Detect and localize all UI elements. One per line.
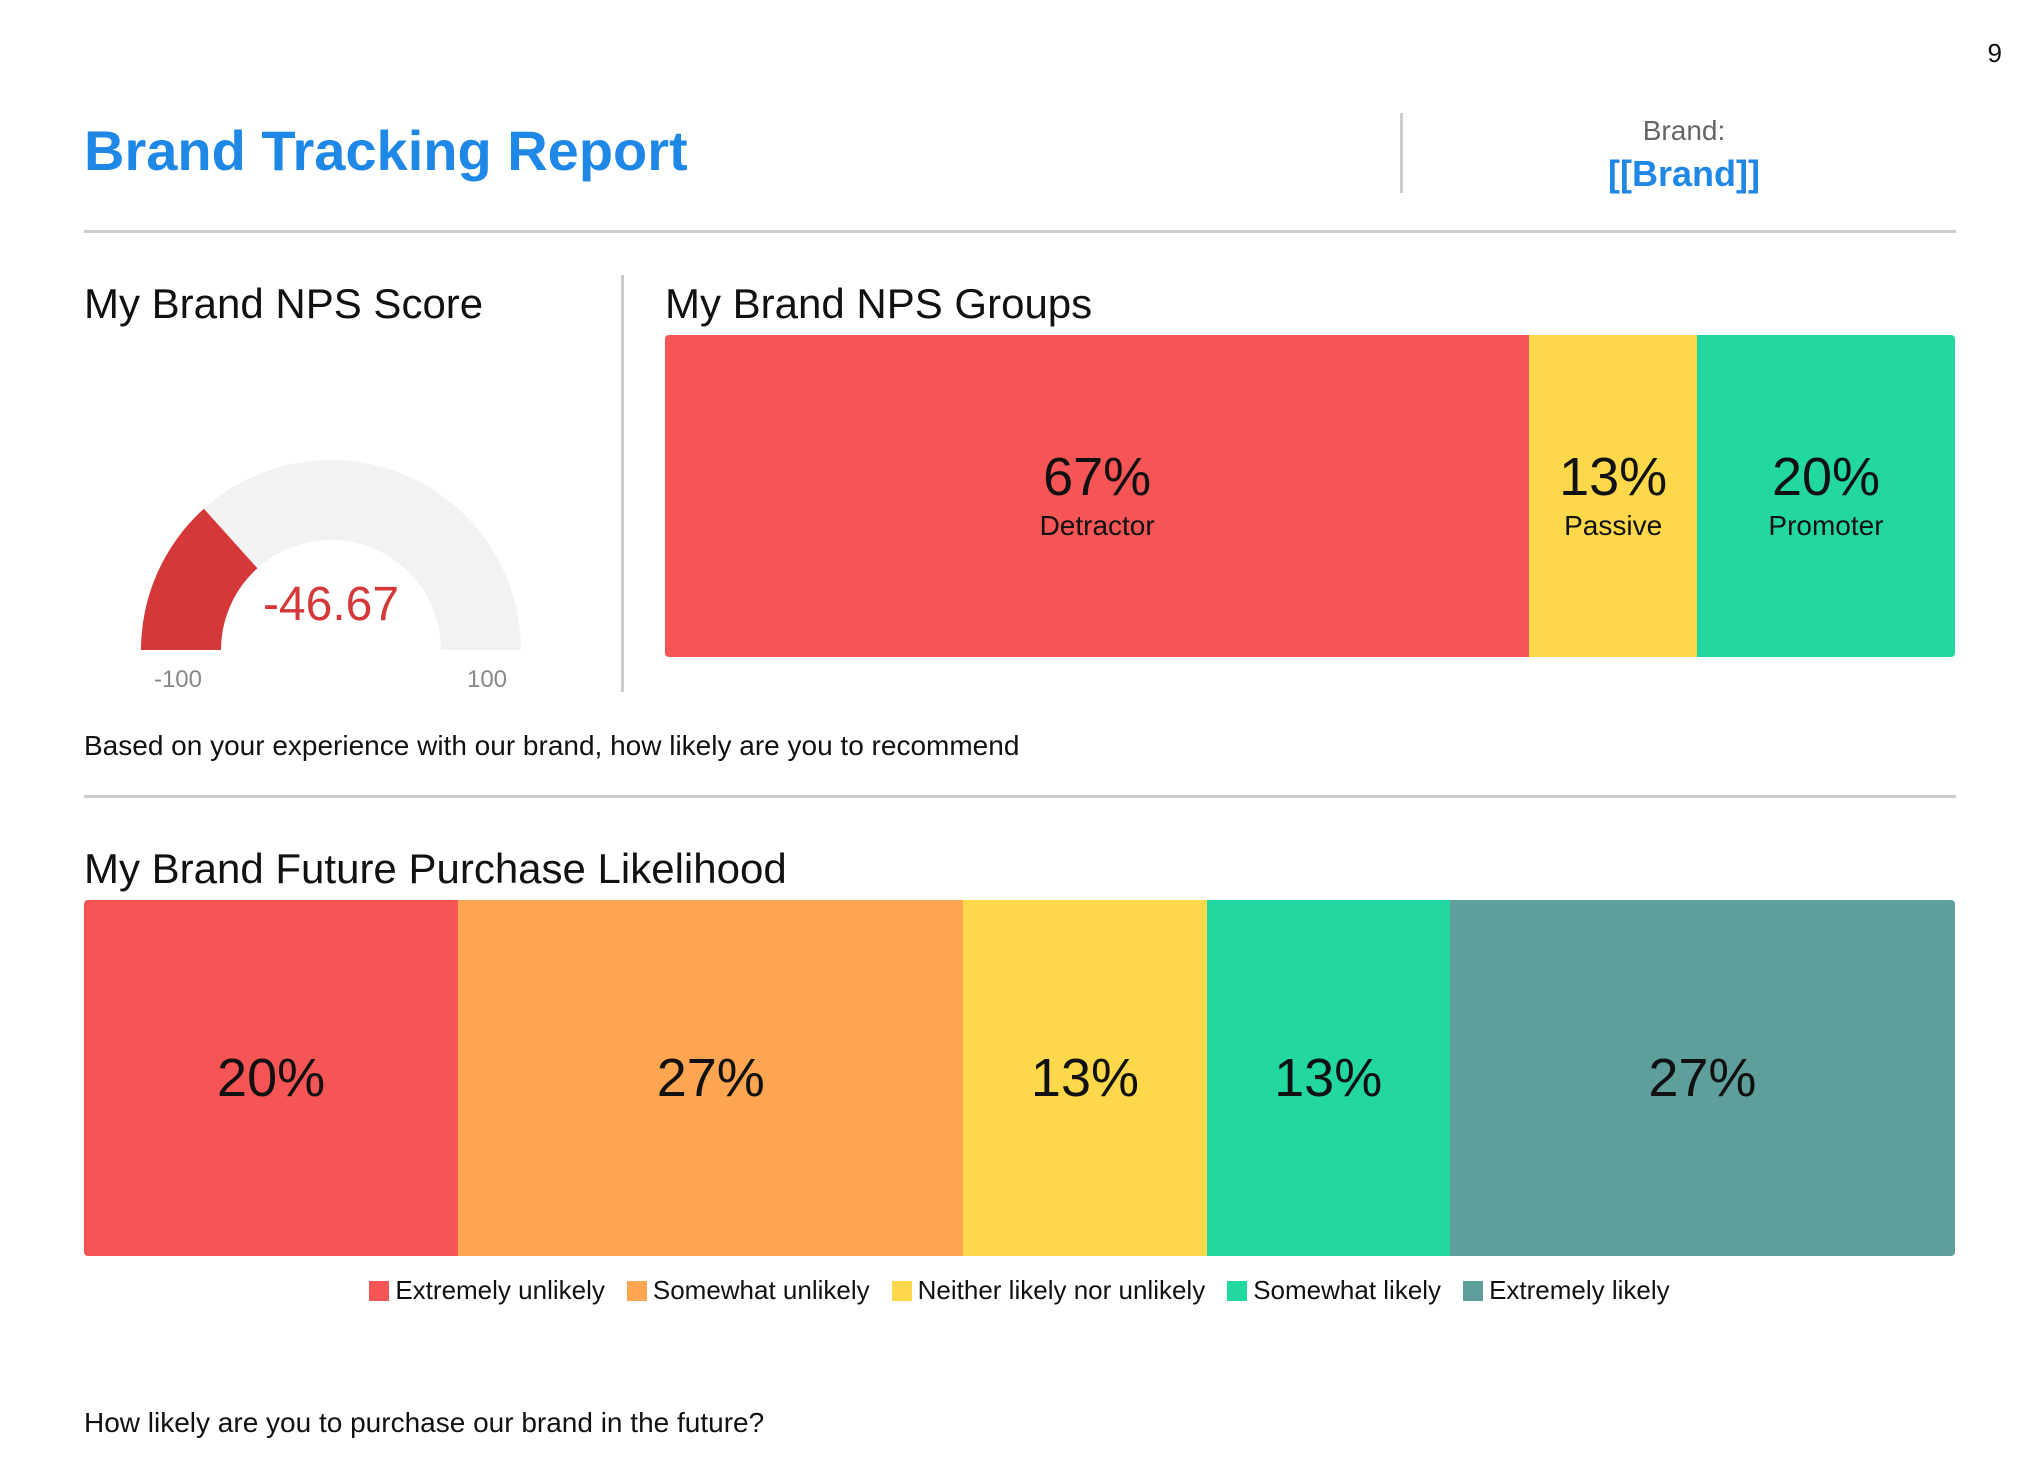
purchase-bar-segment-0: 20% xyxy=(84,900,459,1256)
nps-bar-value-label-1: 13% xyxy=(1559,447,1668,507)
purchase-bar-segment-4: 27% xyxy=(1449,900,1955,1256)
gauge-max-label: 100 xyxy=(467,666,507,693)
gauge-track xyxy=(141,460,521,650)
legend-swatch-2 xyxy=(891,1280,912,1301)
purchase-legend: Extremely unlikely Somewhat unlikely Neith… xyxy=(84,1275,1955,1306)
legend-item-0: Extremely unlikely xyxy=(369,1275,605,1306)
legend-label-0: Extremely unlikely xyxy=(395,1275,605,1305)
gauge-min-label: -100 xyxy=(154,666,202,693)
section-divider xyxy=(621,275,624,692)
brand-label: Brand: xyxy=(1642,115,1726,146)
nps-bar-segment-2: 20% Promoter xyxy=(1696,335,1955,657)
nps-bar-value-label-2: 20% xyxy=(1771,447,1881,507)
nps-bar-category-label-1: Passive xyxy=(1564,510,1663,541)
purchase-title: My Brand Future Purchase Likelihood xyxy=(84,845,787,892)
nps-gauge: -46.67 -100 100 xyxy=(141,460,521,693)
legend-item-4: Extremely likely xyxy=(1463,1275,1670,1306)
section-rule xyxy=(84,795,1956,798)
nps-bar-category-label-2: Promoter xyxy=(1768,510,1884,541)
nps-bar-category-label-0: Detractor xyxy=(1039,510,1155,541)
brand-value: [[Brand]] xyxy=(1608,153,1760,194)
nps-groups-title: My Brand NPS Groups xyxy=(665,280,1093,327)
purchase-bar-segment-1: 27% xyxy=(458,900,964,1256)
purchase-question: How likely are you to purchase our brand… xyxy=(84,1407,765,1438)
nps-score-title: My Brand NPS Score xyxy=(84,280,484,327)
nps-question: Based on your experience with our brand,… xyxy=(84,730,1020,761)
purchase-bar-value-label-1: 27% xyxy=(656,1048,765,1108)
legend-label-3: Somewhat likely xyxy=(1253,1275,1442,1305)
legend-item-3: Somewhat likely xyxy=(1227,1275,1441,1306)
nps-bar-segment-1: 13% Passive xyxy=(1529,335,1697,657)
legend-swatch-3 xyxy=(1227,1280,1248,1301)
legend-swatch-0 xyxy=(369,1280,390,1301)
legend-swatch-1 xyxy=(626,1280,647,1301)
purchase-bar-segment-3: 13% xyxy=(1206,900,1450,1256)
legend-label-2: Neither likely nor unlikely xyxy=(917,1275,1206,1305)
purchase-bar-segment-2: 13% xyxy=(963,900,1207,1256)
gauge-value-label: -46.67 xyxy=(263,578,399,631)
purchase-likelihood-bar: 20% 27% 13% 13% 27% xyxy=(84,900,1955,1256)
legend-label-1: Somewhat unlikely xyxy=(652,1275,870,1305)
purchase-bar-value-label-4: 27% xyxy=(1648,1048,1757,1108)
nps-bar-value-label-0: 67% xyxy=(1043,447,1152,507)
header-rule xyxy=(84,230,1956,233)
nps-groups-bar: 67% Detractor 13% Passive 20% Promoter xyxy=(665,335,1955,657)
gauge-value-arc xyxy=(141,508,258,650)
legend-item-1: Somewhat unlikely xyxy=(626,1275,870,1306)
purchase-bar-value-label-2: 13% xyxy=(1030,1048,1139,1108)
legend-item-2: Neither likely nor unlikely xyxy=(891,1275,1206,1306)
page-number: 9 xyxy=(1987,38,2002,68)
purchase-bar-value-label-3: 13% xyxy=(1274,1048,1383,1108)
purchase-bar-value-label-0: 20% xyxy=(217,1048,326,1108)
report-title: Brand Tracking Report xyxy=(84,119,688,182)
header-divider xyxy=(1400,113,1403,193)
nps-bar-segment-0: 67% Detractor xyxy=(665,335,1530,657)
legend-swatch-4 xyxy=(1463,1280,1484,1301)
legend-label-4: Extremely likely xyxy=(1489,1275,1670,1305)
